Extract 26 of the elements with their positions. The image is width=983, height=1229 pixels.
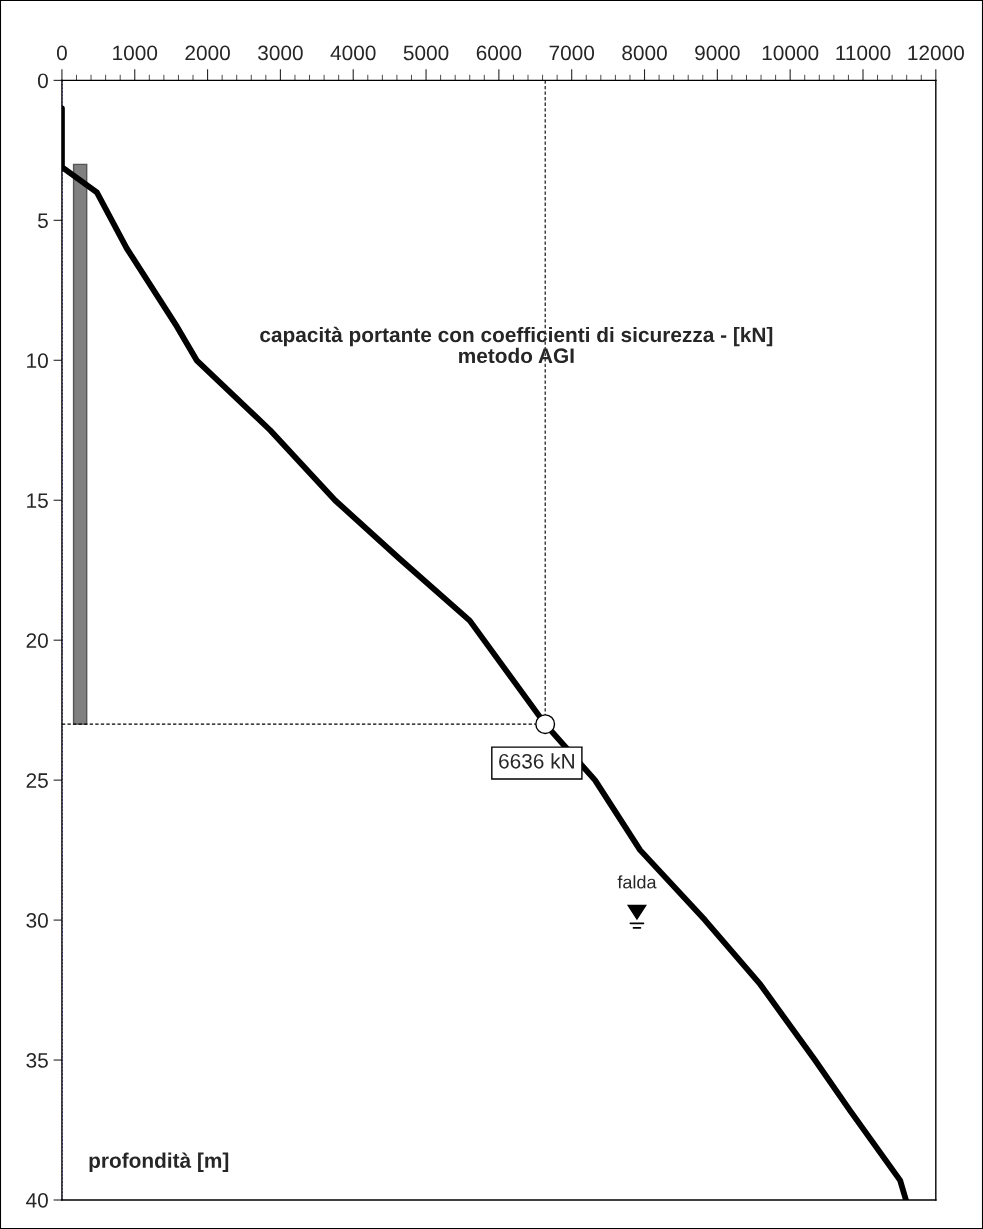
y-tick-label: 15	[27, 493, 48, 508]
x-tick-label: 8000	[622, 45, 667, 61]
x-tick-label: 4000	[330, 45, 376, 61]
x-tick-label: 10000	[762, 45, 819, 61]
text: capacità portante con coefficienti di sicurezza - [kN] metodo AGI	[260, 326, 773, 364]
y-tick-label: 35	[26, 1053, 48, 1068]
x-tick-label: 6000	[476, 45, 522, 61]
y-axis-title: profondità [m]	[89, 1152, 229, 1173]
y-tick-label: 20	[26, 633, 48, 648]
x-tick-label: 0	[56, 45, 67, 61]
x-tick-label: 1000	[113, 45, 158, 61]
annotation: falda	[617, 875, 657, 889]
y-tick-label: 30	[26, 913, 48, 928]
x-tick-label: 5000	[403, 45, 449, 61]
annotation: 6636 kN	[499, 753, 574, 769]
x-tick-label: 9000	[695, 45, 740, 61]
y-tick-label: 0	[37, 73, 48, 89]
x-tick-label: 7000	[549, 45, 595, 61]
x-tick-label: 12000	[908, 45, 964, 61]
x-tick-label: 3000	[258, 45, 303, 61]
x-tick-label: 2000	[185, 45, 230, 61]
y-tick-label: 5	[37, 213, 48, 229]
x-tick-label: 11000	[836, 45, 891, 61]
y-tick-label: 10	[27, 353, 48, 369]
y-tick-label: 25	[26, 773, 48, 788]
y-tick-label: 40	[26, 1193, 48, 1208]
